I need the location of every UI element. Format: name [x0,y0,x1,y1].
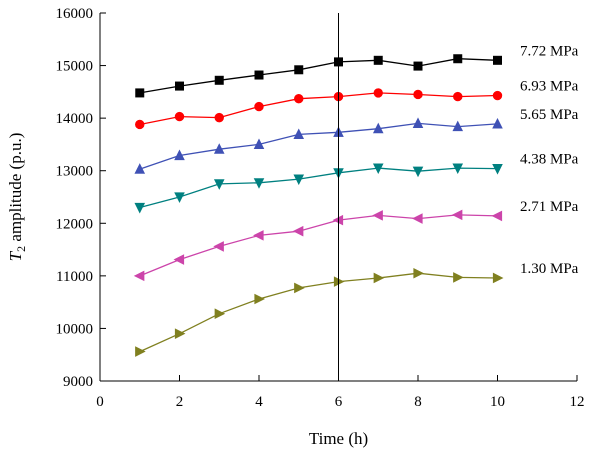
y-axis-ticks: 9000 10000 11000 12000 13000 14000 15000 16000 [56,6,106,390]
series: 4.38 MPa [134,152,579,214]
series-label: 1.30 MPa [520,261,579,277]
data-point [372,122,384,134]
y-tick-label: 10000 [56,321,94,337]
series-label: 2.71 MPa [520,199,579,215]
data-point [254,101,264,112]
data-point [372,163,384,175]
data-point [492,272,504,284]
y-axis-title: T2 amplitude (p.u.) [6,133,28,262]
series: 6.93 MPa [135,79,579,130]
data-point [253,230,264,241]
series-label: 4.38 MPa [520,152,579,168]
data-point [453,272,464,283]
data-point [173,254,185,265]
y-tick-label: 9000 [63,374,93,390]
y-tick-label: 13000 [56,164,94,180]
data-point [492,164,503,175]
series-layer: 7.72 MPa 6.93 MPa 5.65 MPa 4.38 MPa 2.71 MPa… [133,43,579,357]
data-point [412,166,424,178]
data-point [254,293,265,305]
data-point [413,61,423,71]
data-point [373,88,383,98]
series-line [139,92,498,126]
series: 7.72 MPa [135,43,579,98]
series-label: 5.65 MPa [520,107,579,123]
y-tick-label: 16000 [56,6,94,22]
data-point [492,90,503,101]
data-point [135,346,146,357]
series-line [139,167,498,209]
data-point [491,210,503,222]
data-point [213,241,224,252]
data-point [294,93,304,104]
data-point [174,192,185,203]
data-point [453,91,463,102]
series-line [139,272,498,353]
data-point [174,149,185,161]
data-point [213,179,225,190]
x-tick-label: 10 [490,394,505,410]
data-point [373,55,383,65]
series-label: 6.93 MPa [520,79,579,95]
data-point [451,209,463,221]
data-point [492,117,503,129]
data-point [134,202,146,214]
data-point [174,328,186,339]
y-axis-title-rest: amplitude (p.u.) [6,133,25,246]
data-point [253,178,265,189]
data-point [292,225,304,237]
series: 2.71 MPa [133,199,579,282]
y-tick-label: 11000 [56,269,93,285]
x-tick-label: 8 [414,394,422,410]
data-point [294,282,305,294]
x-axis-title: Time (h) [309,429,368,448]
data-point [133,270,145,282]
data-point [214,308,226,319]
data-point [214,75,224,85]
x-tick-label: 4 [255,394,263,410]
data-point [412,117,424,128]
data-point [253,138,265,150]
data-point [492,55,502,65]
x-tick-label: 0 [96,394,104,410]
x-tick-label: 12 [570,394,585,410]
x-axis-ticks: 0 2 4 6 8 10 12 [96,375,585,410]
data-point [293,128,305,140]
x-tick-label: 2 [176,394,184,410]
x-tick-label: 6 [335,394,343,410]
series-line [139,214,498,277]
series: 5.65 MPa [134,107,579,174]
data-point [134,163,146,174]
data-point [412,213,423,224]
data-point [135,119,145,130]
series: 1.30 MPa [135,261,579,357]
data-point [254,70,264,80]
data-point [372,210,383,221]
data-point [413,89,423,100]
data-point [293,174,305,186]
y-axis-title-subscript: 2 [14,246,28,252]
data-point [452,163,464,175]
series-line [139,122,498,170]
data-point [452,120,464,132]
data-point [214,112,224,123]
data-point [453,54,463,64]
data-point [174,111,185,122]
data-point [213,143,225,154]
series-line [139,58,498,94]
data-point [294,65,304,75]
data-point [175,81,185,91]
y-axis-title-symbol: T [6,250,25,261]
series-label: 7.72 MPa [520,43,579,59]
data-point [373,272,385,284]
data-point [135,88,145,98]
y-tick-label: 14000 [56,111,94,127]
y-tick-label: 12000 [56,216,94,232]
data-point [413,267,424,279]
y-tick-label: 15000 [56,59,94,75]
